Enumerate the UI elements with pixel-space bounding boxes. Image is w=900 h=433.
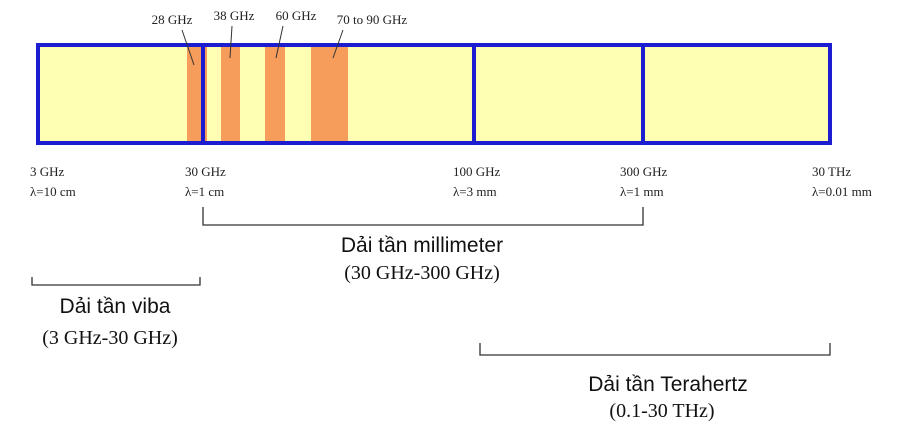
tick-frequency: 30 GHz — [185, 164, 226, 179]
tick-frequency: 100 GHz — [453, 164, 501, 179]
tick-frequency: 300 GHz — [620, 164, 668, 179]
band-60 — [265, 47, 285, 141]
band-label: 70 to 90 GHz — [337, 12, 408, 27]
tick-wavelength: λ=1 mm — [620, 184, 664, 199]
range-name: Dải tần Terahertz — [588, 373, 748, 396]
spectrum-bar — [38, 45, 830, 143]
tick-wavelength: λ=0.01 mm — [812, 184, 872, 199]
tick-wavelength: λ=3 mm — [453, 184, 497, 199]
bracket — [479, 343, 831, 356]
range-name: Dải tần viba — [60, 295, 171, 318]
range-span: (0.1-30 THz) — [609, 400, 714, 422]
pointer — [181, 29, 195, 66]
band-label: 38 GHz — [214, 8, 255, 23]
pointer — [229, 25, 233, 59]
spectrum-border — [36, 43, 832, 145]
band-70-90 — [311, 47, 348, 141]
range-name: Dải tần millimeter — [341, 234, 503, 257]
tick-wavelength: λ=10 cm — [30, 184, 76, 199]
bracket — [31, 277, 201, 286]
band-38 — [221, 47, 240, 141]
tick-wavelength: λ=1 cm — [185, 184, 224, 199]
pointer — [275, 25, 284, 59]
tick-frequency: 3 GHz — [30, 164, 65, 179]
pointer — [332, 29, 344, 59]
band-label: 60 GHz — [276, 8, 317, 23]
tick-frequency: 30 THz — [812, 164, 851, 179]
range-span: (3 GHz-30 GHz) — [42, 327, 178, 349]
range-span: (30 GHz-300 GHz) — [344, 262, 500, 284]
band-label: 28 GHz — [152, 12, 193, 27]
bracket — [202, 207, 644, 226]
